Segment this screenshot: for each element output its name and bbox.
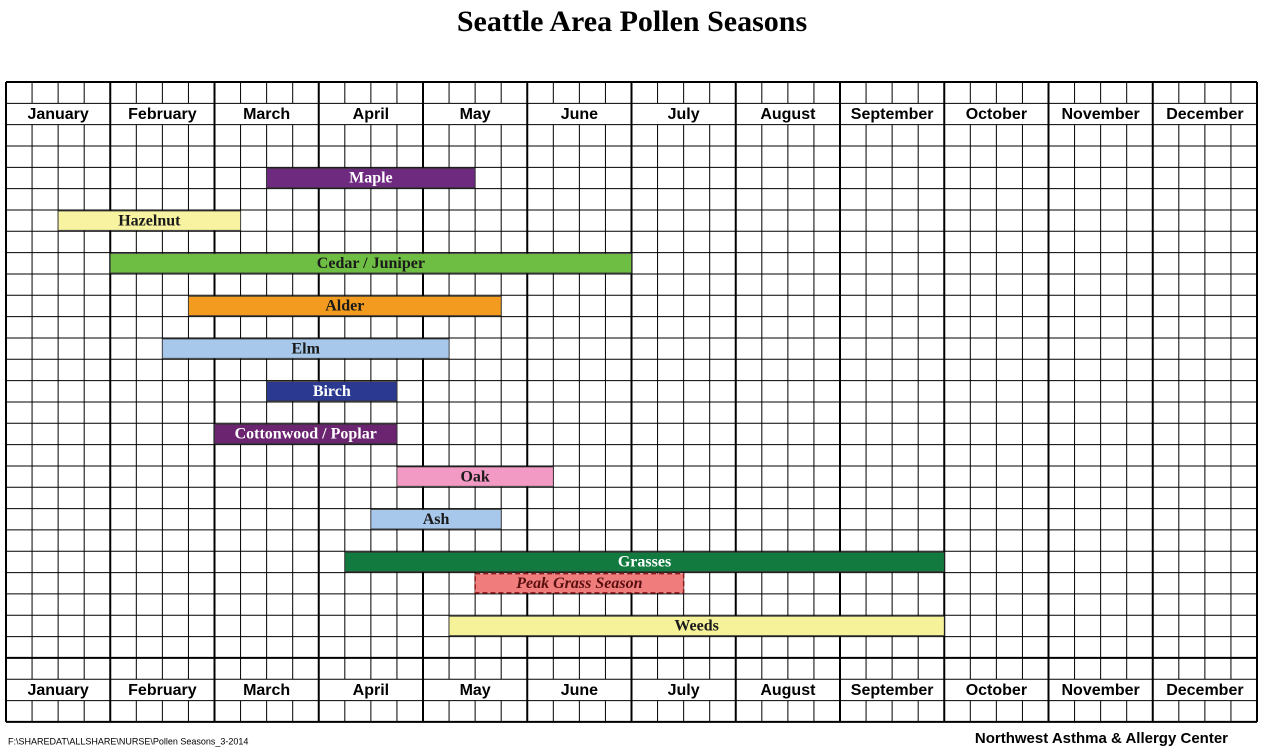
source: Northwest Asthma & Allergy Center	[975, 730, 1228, 747]
bar-label: Birch	[313, 383, 351, 400]
month-label: September	[851, 682, 934, 699]
footnote: F:\SHAREDAT\ALLSHARE\NURSE\Pollen Season…	[8, 736, 248, 746]
month-label: April	[353, 106, 389, 123]
bar	[266, 167, 476, 189]
bar	[474, 572, 685, 594]
month-label: November	[1062, 682, 1140, 699]
month-label: November	[1062, 106, 1140, 123]
bar	[344, 551, 945, 572]
bar	[370, 509, 502, 530]
month-label: October	[966, 106, 1027, 123]
month-label: June	[561, 106, 598, 123]
bar	[161, 338, 450, 359]
month-label: August	[760, 106, 816, 123]
bar-label: Hazelnut	[118, 212, 181, 229]
month-label: February	[128, 106, 197, 123]
month-label: May	[460, 682, 491, 699]
bar-label: Maple	[349, 170, 393, 187]
month-label: April	[353, 682, 389, 699]
bar-label: Ash	[423, 511, 450, 528]
month-label: March	[243, 682, 290, 699]
bar	[109, 253, 632, 274]
bar-label: Alder	[325, 298, 364, 315]
bar	[448, 615, 945, 636]
month-label: July	[668, 682, 700, 699]
bar-label: Elm	[291, 340, 320, 357]
bar	[214, 423, 398, 445]
month-label: October	[966, 682, 1027, 699]
month-label: December	[1166, 106, 1243, 123]
month-label: September	[851, 106, 934, 123]
month-label: January	[27, 682, 88, 699]
month-label: January	[27, 106, 88, 123]
chart-title: Seattle Area Pollen Seasons	[457, 5, 807, 38]
month-label: February	[128, 682, 197, 699]
bar-label: Cottonwood / Poplar	[235, 426, 377, 443]
bar	[57, 210, 241, 231]
month-label: June	[561, 682, 598, 699]
bar	[188, 295, 502, 317]
bar-label: Grasses	[618, 554, 671, 571]
bar	[266, 381, 398, 402]
month-label: July	[668, 106, 700, 123]
bar-label: Peak Grass Season	[515, 575, 642, 592]
month-label: March	[243, 106, 290, 123]
bar-label: Oak	[460, 468, 489, 485]
month-label: May	[460, 106, 491, 123]
bar	[396, 466, 554, 487]
month-label: August	[760, 682, 816, 699]
month-label: December	[1166, 682, 1243, 699]
bar-label: Cedar / Juniper	[317, 255, 425, 272]
bar-label: Weeds	[674, 618, 718, 635]
